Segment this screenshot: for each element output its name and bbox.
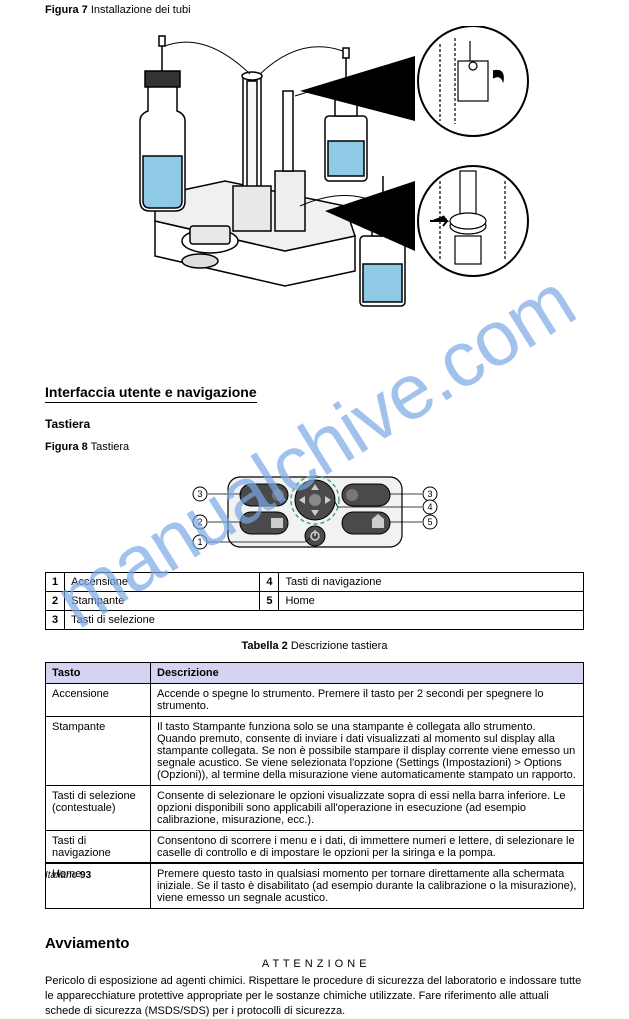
svg-text:3: 3 [427, 489, 432, 499]
legend-num: 1 [46, 573, 65, 592]
table-row: Stampante Il tasto Stampante funziona so… [46, 717, 584, 786]
legend-text: Tasti di navigazione [279, 573, 584, 592]
startup-title: Avviamento [45, 935, 584, 952]
desc-cell: Consente di selezionare le opzioni visua… [151, 786, 584, 831]
figure-8-text: Tastiera [91, 441, 130, 453]
figure-8-prefix: Figura 8 [45, 441, 88, 453]
table-2-text: Descrizione tastiera [291, 640, 388, 652]
table-header-row: Tasto Descrizione [46, 663, 584, 684]
figure-7-text: Installazione dei tubi [91, 4, 191, 16]
caution-text: Pericolo di esposizione ad agenti chimic… [45, 974, 584, 1019]
footer-page: 93 [80, 870, 91, 881]
legend-num: 5 [260, 592, 279, 611]
legend-text: Tasti di selezione [65, 611, 584, 630]
legend-text: Accensione [65, 573, 260, 592]
key-cell: Tasti di navigazione [46, 831, 151, 864]
table-row: Tasti di selezione (contestuale) Consent… [46, 786, 584, 831]
key-cell: Tasti di selezione (contestuale) [46, 786, 151, 831]
footer-text: Italiano 93 [45, 870, 91, 881]
table-row: 2 Stampante 5 Home [46, 592, 584, 611]
desc-cell: Consentono di scorrere i menu e i dati, … [151, 831, 584, 864]
table-row: Home Premere questo tasto in qualsiasi m… [46, 864, 584, 909]
figure-8-label: Figura 8 Tastiera [45, 441, 584, 453]
keypad-illustration: 3 2 1 3 4 5 [150, 462, 480, 562]
caution-label: A T T E N Z I O N E [45, 958, 584, 970]
desc-cell: Premere questo tasto in qualsiasi moment… [151, 864, 584, 909]
footer-divider [45, 862, 584, 863]
legend-num: 3 [46, 611, 65, 630]
col-header-key: Tasto [46, 663, 151, 684]
tubing-installation-illustration [85, 26, 545, 346]
key-description-table: Tasto Descrizione Accensione Accende o s… [45, 662, 584, 909]
table-row: 1 Accensione 4 Tasti di navigazione [46, 573, 584, 592]
figure-7-diagram [45, 26, 584, 356]
figure-7-prefix: Figura 7 [45, 4, 88, 16]
svg-text:1: 1 [197, 537, 202, 547]
keypad-heading: Tastiera [45, 417, 584, 431]
col-header-desc: Descrizione [151, 663, 584, 684]
desc-cell: Il tasto Stampante funziona solo se una … [151, 717, 584, 786]
key-cell: Stampante [46, 717, 151, 786]
svg-text:2: 2 [197, 517, 202, 527]
legend-text: Stampante [65, 592, 260, 611]
svg-text:5: 5 [427, 517, 432, 527]
table-2-caption: Tabella 2 Descrizione tastiera [45, 640, 584, 652]
footer-language: Italiano [45, 870, 77, 881]
legend-text: Home [279, 592, 584, 611]
table-row: Tasti di navigazione Consentono di scorr… [46, 831, 584, 864]
key-cell: Accensione [46, 684, 151, 717]
svg-text:4: 4 [427, 502, 432, 512]
legend-num: 4 [260, 573, 279, 592]
table-row: 3 Tasti di selezione [46, 611, 584, 630]
figure-7-label: Figura 7 Installazione dei tubi [45, 4, 584, 16]
legend-num: 2 [46, 592, 65, 611]
table-2-prefix: Tabella 2 [242, 640, 288, 652]
figure-8-diagram: 3 2 1 3 4 5 [45, 459, 584, 564]
ui-section-title: Interfaccia utente e navigazione [45, 384, 257, 403]
table-row: Accensione Accende o spegne lo strumento… [46, 684, 584, 717]
desc-cell: Accende o spegne lo strumento. Premere i… [151, 684, 584, 717]
svg-text:3: 3 [197, 489, 202, 499]
figure-8-legend-table: 1 Accensione 4 Tasti di navigazione 2 St… [45, 572, 584, 630]
